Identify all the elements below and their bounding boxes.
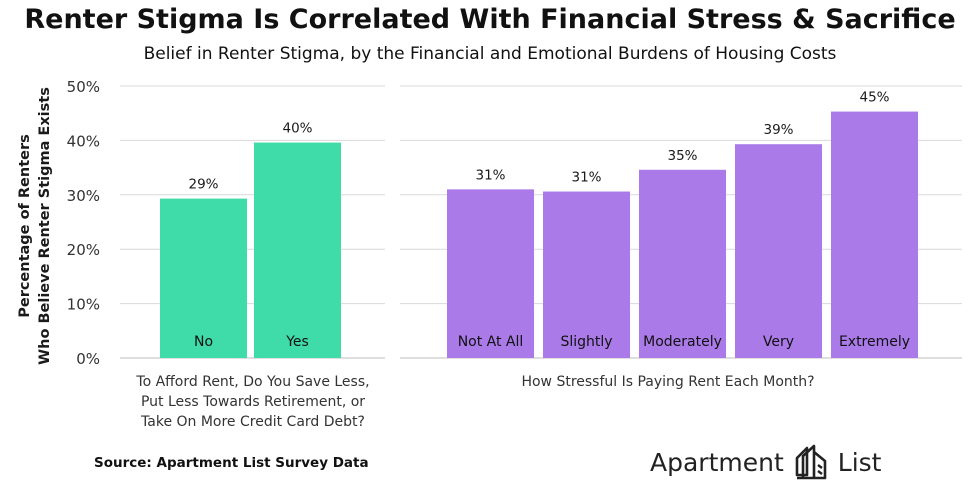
right-data-label: 35% [667, 148, 697, 164]
left-data-label: 40% [282, 121, 312, 137]
brand-logo-lockup: Apartment List [650, 442, 881, 482]
right-bar [447, 189, 534, 358]
y-tick-label: 0% [76, 350, 100, 368]
source-note: Source: Apartment List Survey Data [94, 455, 369, 471]
y-tick-label: 20% [67, 241, 100, 259]
building-outline-logo-icon [795, 444, 827, 480]
right-category-label: Extremely [839, 334, 910, 350]
brand-word-apartment: Apartment [650, 447, 784, 477]
left-category-label: No [194, 334, 213, 350]
chart-title: Renter Stigma Is Correlated With Financi… [24, 4, 956, 35]
right-data-label: 39% [763, 122, 793, 138]
y-tick-label: 50% [67, 78, 100, 96]
right-x-axis-label: How Stressful Is Paying Rent Each Month? [521, 374, 814, 390]
brand-word-list: List [837, 447, 882, 477]
right-bar [831, 111, 918, 359]
right-category-label: Slightly [560, 334, 612, 350]
left-x-axis-label-line: To Afford Rent, Do You Save Less, [135, 374, 369, 390]
right-data-label: 31% [571, 170, 601, 186]
y-tick-label: 10% [67, 296, 100, 314]
right-bar [543, 191, 630, 358]
right-bar [639, 169, 726, 358]
left-bar [160, 198, 247, 358]
y-tick-label: 30% [67, 187, 100, 205]
right-data-label: 31% [475, 167, 505, 183]
right-data-label: 45% [859, 90, 889, 106]
right-category-label: Moderately [643, 334, 722, 350]
left-category-label: Yes [285, 334, 309, 350]
y-tick-label: 40% [67, 132, 100, 150]
left-bar [254, 142, 341, 358]
left-data-label: 29% [188, 177, 218, 193]
right-category-label: Not At All [458, 334, 524, 350]
left-x-axis-label-line: Take On More Credit Card Debt? [140, 414, 365, 430]
right-category-label: Very [763, 334, 794, 350]
left-x-axis-label-line: Put Less Towards Retirement, or [141, 394, 365, 410]
right-bar [735, 144, 822, 358]
chart-subtitle: Belief in Renter Stigma, by the Financia… [143, 44, 837, 64]
